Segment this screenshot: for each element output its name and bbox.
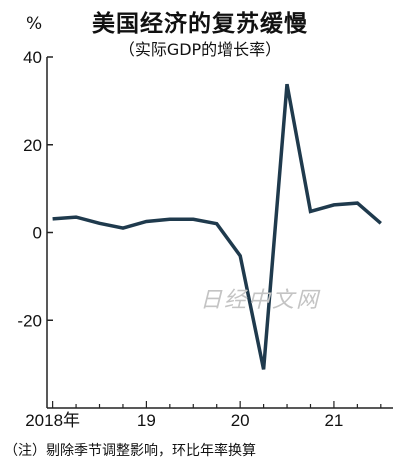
- x-tick-label: 19: [137, 411, 156, 430]
- y-axis-unit: %: [26, 14, 43, 34]
- watermark-logo: 日经中文网: [200, 288, 321, 313]
- gdp-growth-series-line: [52, 83, 382, 370]
- x-tick-label: 21: [324, 411, 343, 430]
- x-tick-label: 2018年: [25, 411, 80, 430]
- chart-subtitle: （实际GDP的增长率）: [118, 40, 282, 59]
- y-tick-label: -20: [17, 311, 42, 330]
- footnote: （注）剔除季节调整影响，环比年率换算: [4, 443, 256, 459]
- y-tick-label: 40: [23, 48, 42, 67]
- y-tick-label: 20: [23, 136, 42, 155]
- x-tick-label: 20: [231, 411, 250, 430]
- chart-title: 美国经济的复苏缓慢: [92, 11, 308, 37]
- y-tick-label: 0: [33, 224, 42, 243]
